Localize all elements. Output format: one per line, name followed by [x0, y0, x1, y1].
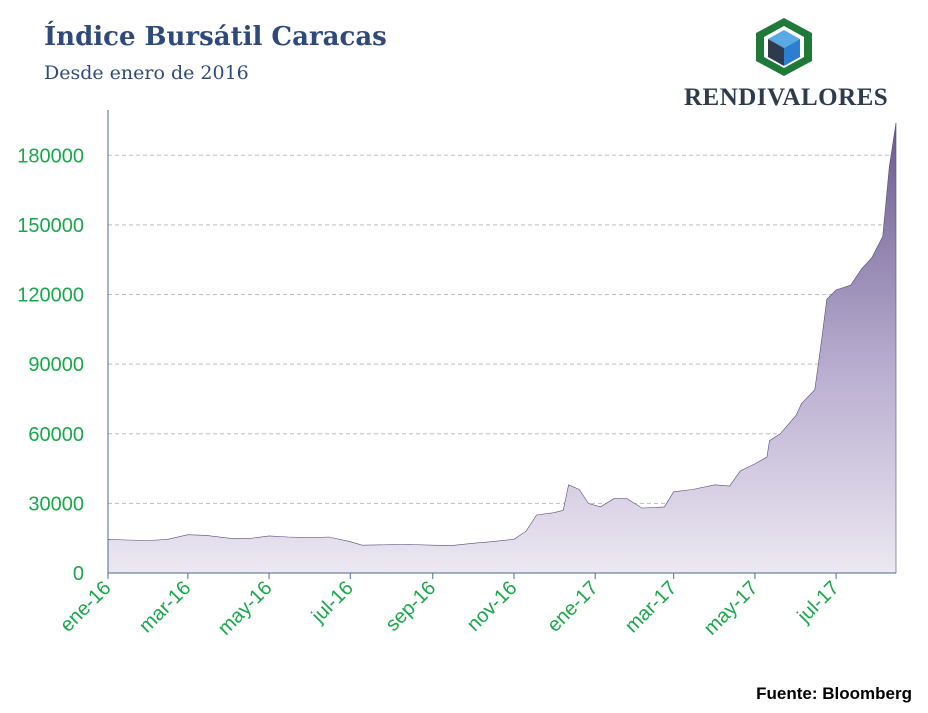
x-tick-label: ene-16 [56, 577, 116, 637]
y-tick-label: 30000 [28, 493, 84, 515]
y-tick-label: 150000 [17, 215, 84, 237]
y-tick-label: 180000 [17, 145, 84, 167]
y-tick-label: 0 [73, 563, 84, 585]
y-tick-label: 120000 [17, 285, 84, 307]
index-area-series [107, 122, 897, 574]
x-tick-label: may-16 [214, 577, 277, 640]
source-note: Fuente: Bloomberg [756, 684, 912, 703]
x-tick-label: jul-16 [307, 577, 358, 628]
y-tick-label: 60000 [28, 424, 84, 446]
y-tick-label: 90000 [28, 354, 84, 376]
x-tick-label: mar-16 [135, 577, 195, 637]
x-tick-label: ene-17 [543, 577, 603, 637]
x-tick-label: jul-17 [793, 577, 844, 628]
x-tick-label: mar-17 [621, 577, 681, 637]
logo-wordmark: RENDIVALORES [684, 84, 889, 111]
x-tick-label: sep-16 [382, 577, 441, 636]
rendivalores-logo-icon [756, 18, 812, 76]
chart-title: Índice Bursátil Caracas [44, 22, 387, 52]
x-tick-label: nov-16 [463, 577, 522, 636]
x-tick-label: may-17 [700, 577, 763, 640]
chart-subtitle: Desde enero de 2016 [44, 62, 249, 84]
